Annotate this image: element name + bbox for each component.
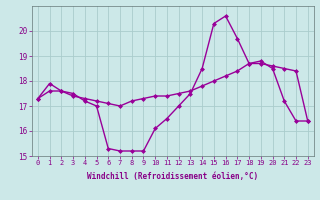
X-axis label: Windchill (Refroidissement éolien,°C): Windchill (Refroidissement éolien,°C) [87,172,258,181]
